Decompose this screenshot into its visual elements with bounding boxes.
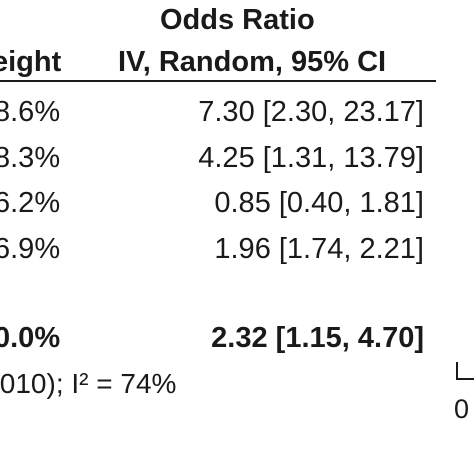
row-3-weight: 6.2% [0, 187, 61, 219]
row-2-ci: 4.25 [1.31, 13.79] [198, 142, 424, 174]
total-weight: 0.0% [0, 322, 61, 354]
header-rule [0, 80, 436, 82]
row-4-ci: 1.96 [1.74, 2.21] [214, 233, 424, 265]
weight-column-header: eight [0, 46, 62, 78]
axis-tick [456, 362, 458, 380]
axis-line [456, 378, 474, 380]
row-1-weight: 8.6% [0, 96, 61, 128]
heterogeneity-stats: .010); I² = 74% [0, 368, 177, 399]
odds-ratio-heading: Odds Ratio [160, 4, 315, 36]
row-3-ci: 0.85 [0.40, 1.81] [214, 187, 424, 219]
total-ci: 2.32 [1.15, 4.70] [211, 322, 424, 354]
axis-label: 0 [454, 394, 470, 424]
ci-column-header: IV, Random, 95% CI [118, 46, 387, 78]
row-2-weight: 8.3% [0, 142, 61, 174]
row-1-ci: 7.30 [2.30, 23.17] [198, 96, 424, 128]
row-4-weight: 6.9% [0, 233, 61, 265]
